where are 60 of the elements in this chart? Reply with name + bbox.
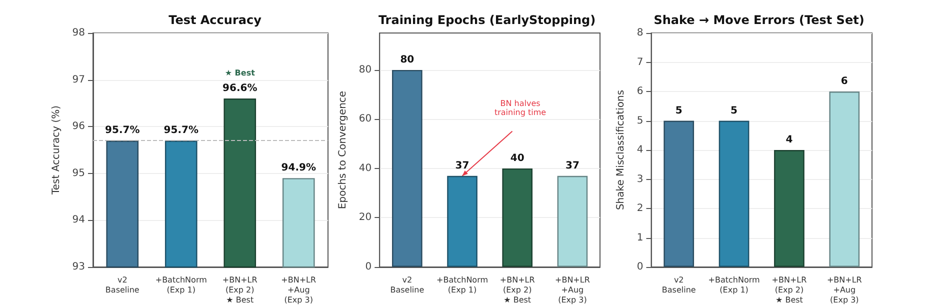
data-label: 6	[840, 76, 848, 87]
x-tick-label: +BN+LR (Exp 2) ★ Best	[772, 276, 808, 304]
x-tick-label: v2 Baseline	[105, 276, 140, 294]
y-tick-label: 93	[72, 262, 85, 272]
bar	[664, 120, 694, 267]
data-label: 95.7%	[164, 125, 198, 136]
x-tick-label: +BN+LR (Exp 2) ★ Best	[500, 276, 536, 304]
data-label: 95.7%	[105, 125, 140, 136]
bar	[829, 92, 860, 267]
x-tick-label: +BN+LR +Aug (Exp 3)	[281, 276, 317, 304]
y-tick-label: 3	[636, 174, 644, 185]
y-tick-label: 96	[72, 121, 85, 132]
y-tick-label: 7	[636, 56, 644, 68]
bar	[447, 176, 478, 267]
y-tick-label: 40	[358, 162, 372, 174]
y-tick-label: 97	[72, 74, 85, 86]
chart-title: Training Epochs (EarlyStopping)	[378, 13, 596, 27]
y-axis-title: Test Accuracy (%)	[50, 105, 62, 196]
data-label: 5	[675, 105, 682, 116]
y-tick-label: 95	[72, 168, 85, 179]
bar	[392, 70, 422, 267]
y-tick-label: 20	[358, 212, 372, 224]
y-tick-label: 0	[365, 262, 372, 272]
y-tick-label: 2	[636, 203, 644, 214]
x-tick-label: +BN+LR (Exp 2) ★ Best	[222, 276, 258, 304]
y-axis-title: Shake Misclassifications	[616, 90, 626, 210]
annotation: ★ Best	[224, 68, 256, 78]
y-axis-title: Epochs to Convergence	[338, 90, 348, 210]
data-label: 37	[455, 160, 470, 172]
chart-title: Shake → Move Errors (Test Set)	[654, 13, 864, 27]
y-tick-label: 5	[636, 115, 644, 126]
y-tick-label: 60	[358, 114, 372, 125]
x-tick-label: +BatchNorm (Exp 1)	[436, 276, 488, 294]
y-tick-label: 4	[636, 144, 644, 156]
x-tick-label: v2 Baseline	[390, 276, 424, 294]
data-label: 94.9%	[281, 162, 316, 174]
y-tick-label: 80	[358, 64, 372, 76]
x-tick-label: +BatchNorm (Exp 1)	[155, 276, 208, 294]
y-tick-label: 0	[636, 262, 644, 272]
y-tick-label: 1	[636, 232, 644, 244]
x-tick-label: v2 Baseline	[662, 276, 696, 294]
x-tick-label: +BatchNorm (Exp 1)	[708, 276, 760, 294]
bar	[557, 176, 588, 267]
x-tick-label: +BN+LR +Aug (Exp 3)	[555, 276, 590, 304]
bar	[774, 150, 804, 267]
data-label: 40	[510, 152, 524, 164]
bar	[718, 120, 750, 267]
data-label: 37	[565, 160, 580, 172]
data-label: 80	[400, 54, 414, 66]
bar	[502, 168, 533, 267]
data-label: 4	[786, 134, 793, 146]
y-tick-label: 98	[72, 28, 85, 38]
y-tick-label: 6	[636, 86, 644, 97]
y-tick-label: 94	[72, 214, 85, 226]
data-label: 5	[730, 105, 738, 116]
y-tick-label: 8	[636, 28, 644, 38]
chart-title: Test Accuracy	[168, 13, 262, 27]
data-label: 96.6%	[222, 83, 258, 94]
annotation: BN halves training time	[494, 99, 546, 118]
x-tick-label: +BN+LR +Aug (Exp 3)	[826, 276, 862, 304]
